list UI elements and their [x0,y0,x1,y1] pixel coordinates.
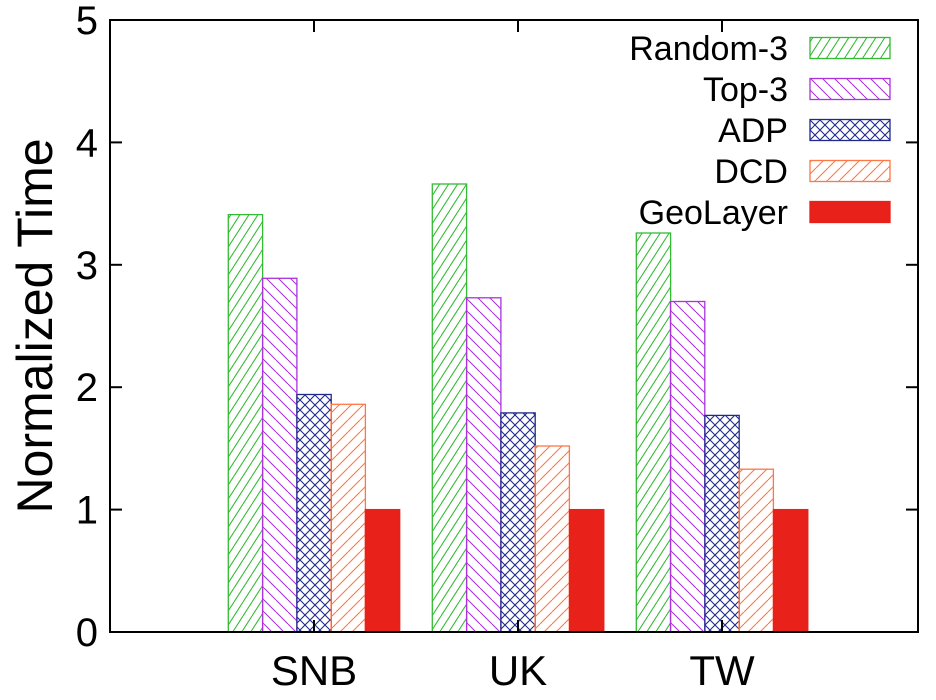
y-tick-label: 2 [76,366,98,410]
bar-top-3-uk [465,297,502,633]
bar-adp-tw [704,414,740,633]
legend-item-adp: ADP [718,112,891,150]
legend-label: Top-3 [703,71,788,109]
bar-top-3-snb [261,277,298,633]
legend-label: GeoLayer [639,194,788,232]
x-category-label: UK [489,647,547,694]
legend-item-random-3: Random-3 [629,30,891,68]
legend-swatch-top-3 [809,77,891,101]
x-category-label: SNB [271,647,357,694]
bars-layer [227,183,809,633]
y-tick-label: 5 [76,0,98,43]
bar-adp-snb [296,393,332,633]
bar-adp-uk [500,412,536,633]
bar-geolayer-uk [568,508,605,633]
y-tick-label: 0 [76,611,98,655]
legend-item-top-3: Top-3 [703,71,891,109]
bar-random-3-snb [227,213,264,633]
bar-dcd-tw [738,468,775,633]
y-axis-title: Normalized Time [7,138,63,513]
legend-item-geolayer: GeoLayer [639,194,891,232]
axis-ticks [110,19,918,633]
bar-random-3-uk [431,183,468,633]
y-tick-label: 4 [76,121,98,165]
x-category-label: TW [689,647,755,694]
legend-swatch-adp [809,118,891,142]
bar-top-3-tw [669,300,706,633]
legend-label: Random-3 [629,30,788,68]
legend-swatch-random-3 [809,36,891,60]
plot-frame [109,19,919,633]
y-tick-label: 1 [76,489,98,533]
bar-geolayer-snb [364,508,401,633]
legend-label: DCD [714,153,788,191]
bar-dcd-uk [534,445,571,633]
bar-dcd-snb [330,403,367,633]
y-tick-labels: 0 1 2 3 4 5 [76,0,98,655]
legend-item-dcd: DCD [714,153,891,191]
legend-label: ADP [718,112,788,150]
bar-random-3-tw [635,232,672,633]
x-category-labels: SNB UK TW [271,647,755,694]
y-tick-label: 3 [76,244,98,288]
legend-swatch-dcd [809,159,891,183]
bar-geolayer-tw [772,508,809,633]
legend-swatch-geolayer [809,200,891,224]
